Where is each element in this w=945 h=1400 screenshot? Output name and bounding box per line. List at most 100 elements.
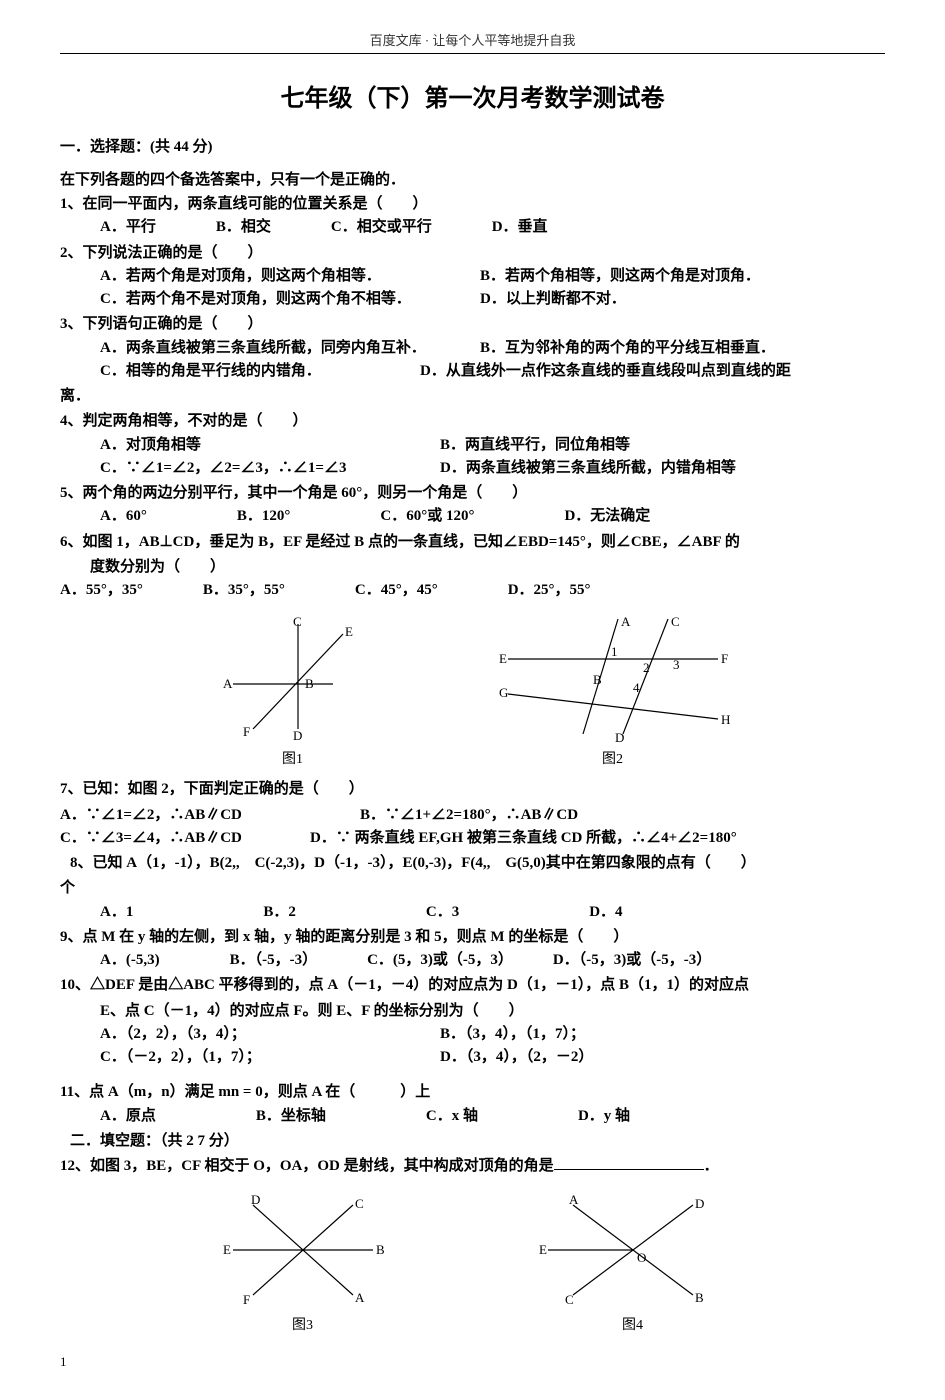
q5-opt-d: D．无法确定 (564, 505, 650, 528)
q8-stem-2: 个 (60, 877, 885, 900)
q6-stem-1: 6、如图 1，AB⊥CD，垂足为 B，EF 是经过 B 点的一条直线，已知∠EB… (60, 531, 885, 554)
q8-opt-a: A．1 (100, 901, 133, 924)
q12-stem-post: ． (704, 1158, 719, 1174)
q2-stem: 2、下列说法正确的是（ ） (60, 242, 885, 265)
q3-stem: 3、下列语句正确的是（ ） (60, 313, 885, 336)
figure-4-caption: 图4 (533, 1314, 733, 1334)
q8-opt-d: D．4 (589, 901, 622, 924)
q11-opt-b: B．坐标轴 (256, 1105, 326, 1128)
fig3-label-E: E (223, 1242, 231, 1257)
page-number: 1 (60, 1354, 885, 1370)
q9-opt-c: C．(5，3)或（-5，3） (367, 949, 513, 972)
fig2-label-4: 4 (633, 680, 640, 695)
q9-options: A．(-5,3) B．（-5，-3） C．(5，3)或（-5，3） D．（-5，… (60, 949, 885, 972)
section-2-header: 二．填空题：（共 2 7 分） (60, 1130, 885, 1153)
q10-stem-2: E、点 C（－1，4）的对应点 F。则 E、F 的坐标分别为（ ） (60, 1000, 885, 1023)
section-1-intro: 在下列各题的四个备选答案中，只有一个是正确的． (60, 168, 885, 189)
figure-2: E F G H A C B D 1 2 3 4 图2 (493, 614, 733, 768)
fig4-label-A: A (569, 1192, 579, 1207)
q10-options: A．（2，2），（3，4）； B．（3，4），（1，7）； C．（－2，2），（… (60, 1023, 885, 1070)
q1-opt-a: A．平行 (100, 216, 156, 239)
q6-opt-d: D．25°，55° (508, 579, 591, 602)
q11-stem: 11、点 A（m，n）满足 mn = 0，则点 A 在（ ）上 (60, 1081, 885, 1104)
q11-opt-c: C．x 轴 (426, 1105, 478, 1128)
q6-stem-2: 度数分别为（ ） (60, 556, 885, 579)
q9-opt-a: A．(-5,3) (100, 949, 160, 972)
q3-opt-c: C．相等的角是平行线的内错角． (100, 360, 420, 383)
q2-opt-b: B．若两个角相等，则这两个角是对顶角． (480, 265, 760, 288)
q10-opt-a: A．（2，2），（3，4）； (100, 1023, 440, 1046)
q2-opt-d: D．以上判断都不对． (480, 288, 626, 311)
q2-opt-a: A．若两个角是对顶角，则这两个角相等． (100, 265, 480, 288)
q7-opt-b: B．∵∠1+∠2=180°，∴AB∥CD (360, 804, 578, 827)
fig3-label-B: B (376, 1242, 385, 1257)
q4-opt-a: A．对顶角相等 (100, 434, 440, 457)
figure-1-caption: 图1 (213, 748, 373, 768)
q4-opt-c: C．∵∠1=∠2，∠2=∠3，∴∠1=∠3 (100, 457, 440, 480)
figure-4: E O A D C B 图4 (533, 1190, 733, 1334)
q6-opt-c: C．45°，45° (355, 579, 438, 602)
q5-options: A．60° B．120° C．60°或 120° D．无法确定 (60, 505, 885, 528)
q3-opt-d: D．从直线外一点作这条直线的垂直线段叫点到直线的距 (420, 360, 791, 383)
q5-opt-b: B．120° (237, 505, 291, 528)
q8-options: A．1 B．2 C．3 D．4 (60, 901, 885, 924)
fig4-label-O: O (637, 1250, 646, 1265)
q7-opt-c: C．∵∠3=∠4，∴AB∥CD (60, 827, 310, 850)
section-1-header: 一．选择题：(共 44 分) (60, 135, 885, 156)
q1-opt-d: D．垂直 (492, 216, 548, 239)
q4-opt-b: B．两直线平行，同位角相等 (440, 434, 630, 457)
fig2-label-H: H (721, 712, 730, 727)
doc-source-header: 百度文库 · 让每个人平等地提升自我 (60, 30, 885, 54)
fig1-label-D: D (293, 728, 302, 743)
fig2-label-D: D (615, 730, 624, 744)
fig2-label-A: A (621, 614, 631, 629)
q2-opt-c: C．若两个角不是对顶角，则这两个角不相等． (100, 288, 480, 311)
fig4-label-B: B (695, 1290, 704, 1305)
fig3-label-D: D (251, 1192, 260, 1207)
figure-2-caption: 图2 (493, 748, 733, 768)
figure-2-svg: E F G H A C B D 1 2 3 4 (493, 614, 733, 744)
fig1-label-A: A (223, 676, 233, 691)
fig4-label-E: E (539, 1242, 547, 1257)
q11-options: A．原点 B．坐标轴 C．x 轴 D．y 轴 (60, 1105, 885, 1128)
fig2-label-3: 3 (673, 657, 680, 672)
fig1-label-B: B (305, 676, 314, 691)
q3-opt-d-cont: 离． (60, 385, 885, 408)
q1-opt-c: C．相交或平行 (331, 216, 432, 239)
q3-options: A．两条直线被第三条直线所截，同旁内角互补． B．互为邻补角的两个角的平分线互相… (60, 337, 885, 384)
q5-opt-a: A．60° (100, 505, 147, 528)
q9-stem: 9、点 M 在 y 轴的左侧，到 x 轴，y 轴的距离分别是 3 和 5，则点 … (60, 926, 885, 949)
q4-stem: 4、判定两角相等，不对的是（ ） (60, 410, 885, 433)
q5-stem: 5、两个角的两边分别平行，其中一个角是 60°，则另一个角是（ ） (60, 482, 885, 505)
q3-opt-a: A．两条直线被第三条直线所截，同旁内角互补． (100, 337, 480, 360)
page: 百度文库 · 让每个人平等地提升自我 七年级（下）第一次月考数学测试卷 一．选择… (0, 0, 945, 1400)
fig3-label-C: C (355, 1196, 364, 1211)
fig4-label-C: C (565, 1292, 574, 1307)
fig2-label-F: F (721, 651, 728, 666)
q8-opt-b: B．2 (263, 901, 296, 924)
figure-3-svg: E B D C F A (213, 1190, 393, 1310)
q12-stem: 12、如图 3，BE，CF 相交于 O，OA，OD 是射线，其中构成对顶角的角是… (60, 1155, 885, 1178)
q10-stem-1: 10、△DEF 是由△ABC 平移得到的，点 A（－1，－4）的对应点为 D（1… (60, 974, 885, 997)
figures-row-1: A B C D E F 图1 (60, 614, 885, 768)
figures-row-2: E B D C F A 图3 E O A (60, 1190, 885, 1334)
q7-stem: 7、已知：如图 2，下面判定正确的是（ ） (60, 778, 885, 801)
q10-opt-d: D．（3，4），（2，－2） (440, 1046, 593, 1069)
q2-options: A．若两个角是对顶角，则这两个角相等． B．若两个角相等，则这两个角是对顶角． … (60, 265, 885, 312)
q6-options: A．55°，35° B．35°，55° C．45°，45° D．25°，55° (60, 579, 885, 602)
fig2-label-B: B (593, 672, 602, 687)
q8-opt-c: C．3 (426, 901, 459, 924)
q11-opt-d: D．y 轴 (578, 1105, 630, 1128)
q1-opt-b: B．相交 (216, 216, 271, 239)
fig3-label-F: F (243, 1292, 250, 1307)
q7-options: A．∵∠1=∠2，∴AB∥CD B．∵∠1+∠2=180°，∴AB∥CD C．∵… (60, 804, 885, 851)
figure-4-svg: E O A D C B (533, 1190, 733, 1310)
q6-opt-b: B．35°，55° (203, 579, 285, 602)
doc-title: 七年级（下）第一次月考数学测试卷 (60, 78, 885, 113)
fig1-label-F: F (243, 724, 250, 739)
q12-blank (554, 1169, 704, 1170)
q11-opt-a: A．原点 (100, 1105, 156, 1128)
q5-opt-c: C．60°或 120° (380, 505, 474, 528)
q1-options: A．平行 B．相交 C．相交或平行 D．垂直 (60, 216, 885, 239)
q3-opt-b: B．互为邻补角的两个角的平分线互相垂直． (480, 337, 775, 360)
